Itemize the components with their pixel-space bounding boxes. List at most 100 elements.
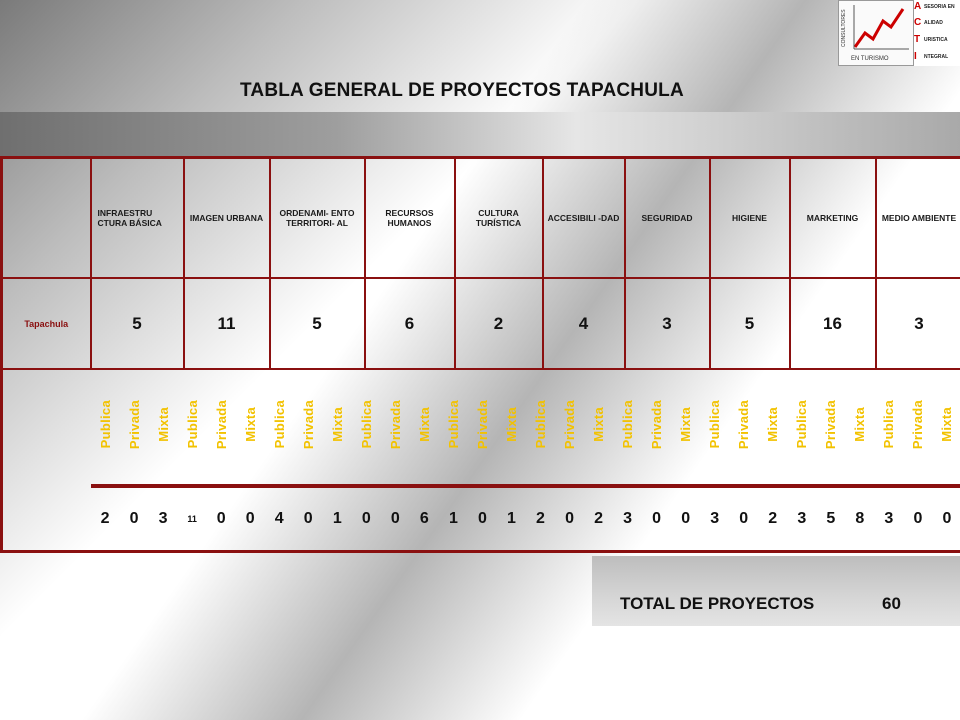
category-total: 4 <box>541 278 625 370</box>
value-cells: 2 0 3 11 0 0 4 0 1 0 0 6 1 0 1 2 0 2 3 0 0 3 0 2 3 5 8 3 0 0 <box>91 489 960 549</box>
subtype-label: Publica <box>794 400 810 449</box>
category-total: 3 <box>874 278 960 370</box>
subtype-value: 2 <box>594 510 603 527</box>
logo-line-2: ALIDAD <box>924 20 943 26</box>
subtype-label: Publica <box>97 400 113 449</box>
subtype-value: 0 <box>913 510 923 527</box>
subtype-label: Mixta <box>939 407 955 442</box>
empty-cell <box>0 369 91 553</box>
subtype-label: Mixta <box>155 407 171 442</box>
subtype-cell: Publica <box>525 370 555 485</box>
subtype-cell: Publica <box>438 370 468 485</box>
category-header: ORDENAMI- ENTO TERRITORI- AL <box>268 157 365 279</box>
subtype-value: 0 <box>942 510 952 527</box>
subtype-cell: Privada <box>467 370 497 485</box>
subtype-cell: Mixta <box>409 370 439 485</box>
subtype-label: Privada <box>736 399 752 450</box>
logo-letter-icon: T <box>914 34 921 45</box>
subtype-value: 1 <box>332 510 342 527</box>
subtype-label: Privada <box>300 399 316 450</box>
subtype-cell: Privada <box>816 370 846 485</box>
subtype-label: Publica <box>532 400 548 449</box>
category-total: 11 <box>182 278 270 370</box>
subtype-value: 2 <box>768 510 778 527</box>
category-total: 2 <box>453 278 543 370</box>
category-header: CULTURA TURÍSTICA <box>453 157 543 279</box>
subtype-cell: Privada <box>293 370 323 485</box>
category-total: 5 <box>268 278 365 370</box>
logo-chart-icon <box>853 5 909 50</box>
subtype-label: Mixta <box>503 407 519 442</box>
values-row: 2 0 3 11 0 0 4 0 1 0 0 6 1 0 1 2 0 2 3 0 0 3 0 2 3 5 8 3 0 0 <box>2 487 960 552</box>
subtype-cell: Mixta <box>496 370 526 485</box>
subtype-cell: Privada <box>380 370 410 485</box>
category-total: 16 <box>788 278 876 370</box>
subtype-label: Mixta <box>242 407 258 442</box>
subtype-cell: Publica <box>787 370 817 485</box>
subtype-label: Publica <box>707 400 723 449</box>
subtype-value: 0 <box>361 510 371 527</box>
subtype-cell: Mixta <box>932 370 960 485</box>
subtype-cell: Publica <box>177 370 207 485</box>
category-total: 5 <box>708 278 790 370</box>
subtype-cell: Privada <box>119 370 149 485</box>
subtype-value: 6 <box>419 510 429 527</box>
subtype-label: Publica <box>271 400 287 449</box>
subtype-cell: Mixta <box>845 370 875 485</box>
logo-bottom-text: EN TURISMO <box>851 56 889 62</box>
subtype-value: 5 <box>826 510 836 527</box>
subtype-container: Publica Privada Mixta Publica Privada Mixta Pu… <box>90 369 960 488</box>
category-header: IMAGEN URBANA <box>182 157 270 279</box>
subtype-cell: Mixta <box>148 370 178 485</box>
category-total: 6 <box>363 278 455 370</box>
subtype-cell: Privada <box>555 370 585 485</box>
subtype-cell: Publica <box>90 370 120 485</box>
subtype-label: Privada <box>910 399 926 450</box>
subtype-value: 0 <box>129 510 139 527</box>
subtype-cell: Privada <box>729 370 759 485</box>
subtype-value: 0 <box>216 510 226 527</box>
subtype-label: Privada <box>126 399 142 450</box>
subtype-label: Mixta <box>591 407 607 442</box>
subtype-label: Publica <box>881 400 897 449</box>
subtype-label: Privada <box>562 399 578 450</box>
category-header: MARKETING <box>788 157 876 279</box>
subtype-label: Privada <box>474 399 490 450</box>
subtype-label: Mixta <box>329 407 345 442</box>
logo-line-1: SESORIA EN <box>924 4 955 10</box>
subtype-label: Privada <box>387 399 403 450</box>
subtype-value: 0 <box>390 510 400 527</box>
corner-cell <box>0 157 91 279</box>
category-header: ACCESIBILI -DAD <box>541 157 625 279</box>
page-title: TABLA GENERAL DE PROYECTOS TAPACHULA <box>240 80 684 101</box>
subtype-value: 3 <box>623 510 633 527</box>
subtype-value: 2 <box>100 510 110 527</box>
subtype-value: 0 <box>681 510 691 527</box>
subtype-value: 0 <box>245 510 255 527</box>
logo-letter-icon: A <box>914 1 922 12</box>
subtype-value: 8 <box>855 510 865 527</box>
logo-line-4: NTEGRAL <box>924 54 949 60</box>
logo-vertical-text: CONSULTORES <box>841 9 847 47</box>
header-row: INFRAESTRU CTURA BÁSICA IMAGEN URBANA OR… <box>0 157 960 279</box>
subtype-label: Publica <box>184 400 200 449</box>
category-total: 3 <box>623 278 710 370</box>
subtype-label: Mixta <box>765 407 781 442</box>
logo-box: CONSULTORES EN TURISMO <box>838 0 914 66</box>
subtype-value: 3 <box>710 510 720 527</box>
subtype-value: 2 <box>536 510 545 527</box>
subtype-label: Privada <box>823 399 839 450</box>
category-header: MEDIO AMBIENTE <box>874 157 960 279</box>
category-header: SEGURIDAD <box>623 157 710 279</box>
row-label: Tapachula <box>0 278 91 370</box>
subtype-value: 4 <box>274 510 284 527</box>
subtype-cell: Publica <box>874 370 904 485</box>
subtype-value: 3 <box>884 510 894 527</box>
projects-table: INFRAESTRU CTURA BÁSICA IMAGEN URBANA OR… <box>0 156 960 553</box>
subtype-cell: Mixta <box>584 370 614 485</box>
header-band <box>0 112 960 158</box>
subtype-label: Publica <box>358 400 374 449</box>
subtype-label: Mixta <box>678 407 694 442</box>
subtype-labels: Publica Privada Mixta Publica Privada Mixta Pu… <box>90 370 960 485</box>
totals-row: Tapachula 5 11 5 6 2 4 3 5 16 3 <box>0 278 960 370</box>
